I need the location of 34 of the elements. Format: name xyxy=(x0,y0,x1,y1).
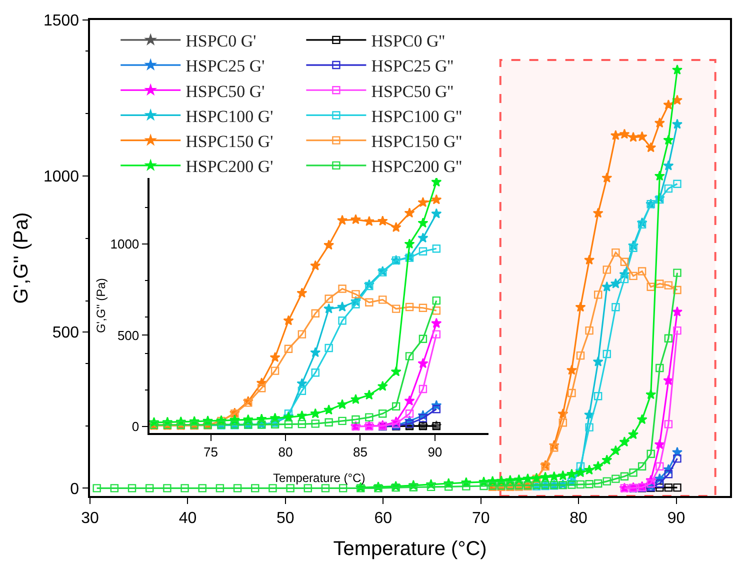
legend-label: HSPC150 G'' xyxy=(371,132,462,151)
x-tick-label: 90 xyxy=(428,444,442,460)
y-tick-label: 0 xyxy=(132,418,140,434)
x-tick-label: 70 xyxy=(472,510,490,527)
legend-label: HSPC200 G' xyxy=(186,157,274,176)
y-tick-label: 1000 xyxy=(43,168,80,186)
x-tick-label: 60 xyxy=(374,510,392,527)
x-tick-label: 50 xyxy=(276,510,294,527)
legend-label: HSPC100 G'' xyxy=(371,106,462,126)
y-tick-label: 0 xyxy=(70,480,80,498)
x-tick-label: 30 xyxy=(81,510,99,527)
legend-label: HSPC200 G'' xyxy=(371,157,462,176)
legend-label: HSPC0 G' xyxy=(186,32,256,51)
y-tick-label: 1500 xyxy=(43,12,80,30)
legend-label: HSPC150 G' xyxy=(186,132,274,151)
x-tick-label: 80 xyxy=(570,510,588,527)
x-axis-title: Temperature (°C) xyxy=(273,470,366,485)
y-axis-title: G',G'' (Pa) xyxy=(94,278,108,334)
legend-label: HSPC50 G' xyxy=(186,82,265,101)
legend-label: HSPC25 G' xyxy=(186,56,265,76)
x-axis-title: Temperature (°C) xyxy=(333,538,487,560)
y-tick-label: 1000 xyxy=(110,236,140,252)
x-tick-label: 75 xyxy=(204,444,218,460)
x-tick-label: 85 xyxy=(352,444,368,460)
y-axis-title: G',G'' (Pa) xyxy=(10,212,32,304)
legend-label: HSPC50 G'' xyxy=(371,82,454,101)
x-tick-label: 40 xyxy=(178,510,197,527)
x-tick-label: 90 xyxy=(667,510,686,527)
legend-label: HSPC25 G'' xyxy=(371,56,454,76)
y-tick-label: 500 xyxy=(117,328,140,343)
x-tick-label: 80 xyxy=(278,444,293,460)
legend-label: HSPC100 G' xyxy=(186,106,274,126)
legend-label: HSPC0 G'' xyxy=(371,32,445,51)
y-tick-label: 500 xyxy=(52,324,80,342)
